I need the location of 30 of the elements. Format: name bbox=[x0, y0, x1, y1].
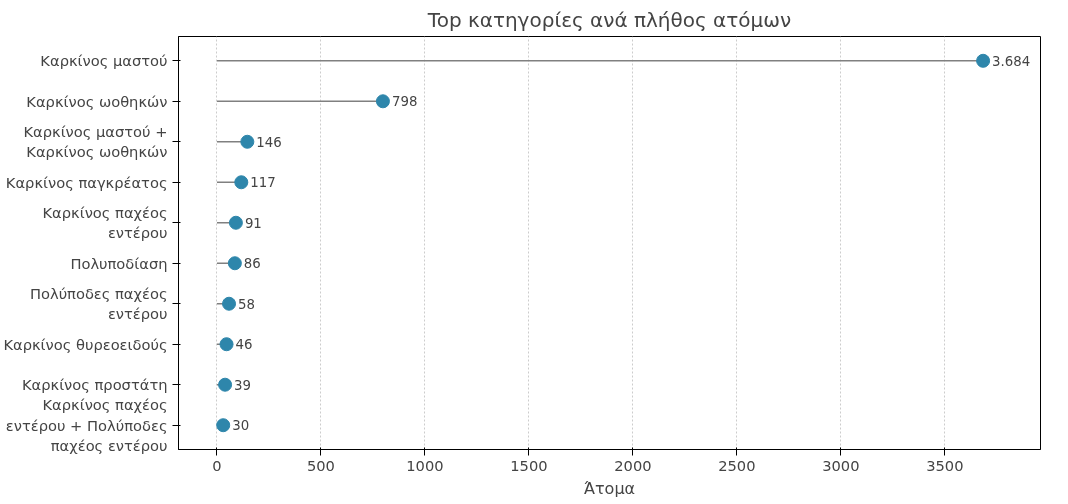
data-label: 117 bbox=[250, 175, 276, 191]
data-label: 30 bbox=[232, 418, 250, 434]
data-label: 91 bbox=[244, 215, 262, 231]
y-tick-label: Καρκίνος ωοθηκών bbox=[26, 92, 168, 110]
x-tick-label: 2000 bbox=[614, 456, 652, 474]
chart-title: Top κατηγορίες ανά πλήθος ατόμων bbox=[426, 7, 792, 32]
data-label: 58 bbox=[238, 296, 255, 312]
y-tick-label: Καρκίνος θυρεοειδούς bbox=[3, 335, 168, 353]
data-label: 39 bbox=[234, 377, 252, 393]
y-tick-label: Καρκίνος προστάτη bbox=[21, 376, 168, 394]
data-label: 86 bbox=[243, 256, 261, 272]
data-label: 798 bbox=[391, 94, 418, 110]
y-tick-label: Καρκίνος μαστού bbox=[40, 52, 168, 70]
x-tick-label: 3500 bbox=[926, 456, 964, 474]
y-tick-label: Πολύποδες παχέος εντέρου bbox=[29, 285, 168, 323]
data-label: 46 bbox=[235, 337, 253, 353]
y-tick-label: Καρκίνος παχέος εντέρου + Πολύποδες παχέος εντέρου bbox=[5, 396, 168, 455]
x-tick-label: 1000 bbox=[406, 456, 444, 474]
x-tick-label: 1500 bbox=[510, 456, 548, 474]
x-tick-label: 2500 bbox=[718, 456, 756, 474]
data-label: 3.684 bbox=[992, 53, 1031, 69]
y-tick-label: Καρκίνος παχέος εντέρου bbox=[42, 204, 168, 242]
y-tick-label: Καρκίνος μαστού + Καρκίνος ωοθηκών bbox=[23, 123, 168, 161]
y-tick-label: Καρκίνος παγκρέατος bbox=[5, 173, 168, 191]
data-label: 146 bbox=[256, 134, 282, 150]
x-tick-label: 3000 bbox=[822, 456, 860, 474]
x-axis-title: Άτομα bbox=[583, 478, 636, 498]
x-tick-label: 0 bbox=[212, 456, 222, 474]
x-tick-label: 500 bbox=[306, 456, 335, 474]
y-tick-label: Πολυποδίαση bbox=[70, 254, 168, 272]
